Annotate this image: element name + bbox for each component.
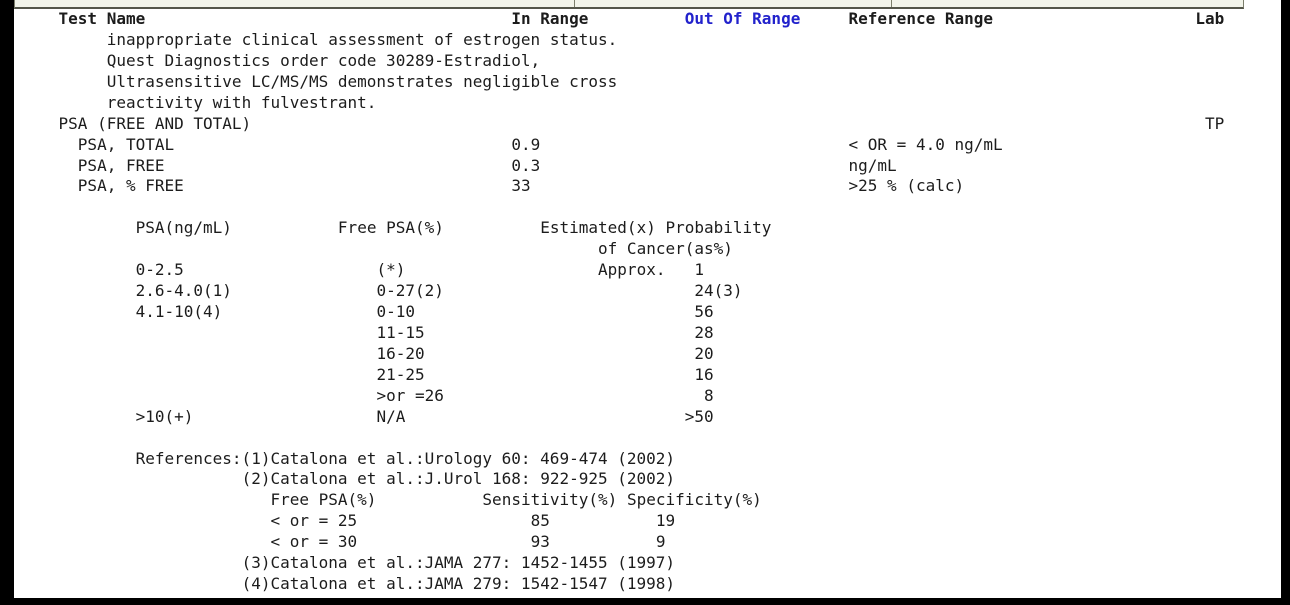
subtable-header-sensitivity: Sensitivity(%) [482,490,618,510]
probability-value: 16 [694,364,714,384]
result-value: 0.9 [511,134,541,154]
report-line: Free PSA(%) Sensitivity(%) Specificity(%) [20,489,1281,510]
result-value: 33 [511,176,531,196]
probability-value: 24(3) [694,281,743,301]
report-line: 4.1-10(4) 0-10 56 [20,301,1281,322]
free-psa-range: 0-27(2) [376,281,444,301]
report-line: 21-25 16 [20,364,1281,385]
comment-line: inappropriate clinical assessment of est… [106,29,618,49]
probability-value: 28 [694,322,714,342]
test-name: PSA, % FREE [77,176,184,196]
test-name: PSA, TOTAL [77,134,175,154]
report-line: >10(+) N/A >50 [20,406,1281,427]
free-psa-range: 21-25 [376,364,425,384]
comment-line: reactivity with fulvestrant. [106,92,377,112]
report-line: 0-2.5 (*) Approx. 1 [20,259,1281,280]
psa-range: 2.6-4.0(1) [135,281,232,301]
report-line: 11-15 28 [20,322,1281,343]
table-header-psa: PSA(ng/mL) [135,218,232,238]
cutoff-row-divider [891,0,892,7]
probability-value: 8 [704,385,714,405]
free-psa-range: N/A [376,406,406,426]
probability-value: >50 [684,406,714,426]
probability-label: Approx. [598,260,666,280]
reference-range: < OR = 4.0 ng/mL [848,134,1003,154]
table-header-free-psa: Free PSA(%) [337,218,444,238]
cutoff-row-strip [14,0,1244,9]
result-value: 0.3 [511,155,541,175]
subtable-specificity: 9 [655,532,666,552]
psa-range: 4.1-10(4) [135,302,223,322]
table-header-probability-2: of Cancer(as%) [598,239,733,259]
report-line: Ultrasensitive LC/MS/MS demonstrates neg… [20,71,1281,92]
probability-value: 20 [694,343,714,363]
subtable-header-specificity: Specificity(%) [626,490,762,510]
free-psa-range: 11-15 [376,322,425,342]
report-line: Quest Diagnostics order code 30289-Estra… [20,50,1281,71]
report-line: of Cancer(as%) [20,238,1281,259]
free-psa-range: >or =26 [376,385,444,405]
reference-citation: (2)Catalona et al.:J.Urol 168: 922-925 (… [241,469,676,489]
report-line: PSA (FREE AND TOTAL) TP [20,113,1281,134]
report-line [20,196,1281,217]
reference-range: >25 % (calc) [848,176,965,196]
subtable-specificity: 19 [655,511,676,531]
report-line: References:(1)Catalona et al.:Urology 60… [20,448,1281,469]
reference-range: ng/mL [848,155,897,175]
probability-value: 56 [694,302,714,322]
report-line: < or = 25 85 19 [20,510,1281,531]
col-header-test-name: Test Name [58,9,146,28]
col-header-in-range: In Range [511,9,589,28]
subtable-sensitivity: 93 [530,532,550,552]
subtable-free-psa: < or = 30 [270,532,358,552]
free-psa-range: 16-20 [376,343,425,363]
report-line: reactivity with fulvestrant. [20,92,1281,113]
report-line: (2)Catalona et al.:J.Urol 168: 922-925 (… [20,468,1281,489]
report-line [20,427,1281,448]
report-body: Test Name In Range Out Of Range Reference R… [20,0,1281,598]
report-line: 16-20 20 [20,343,1281,364]
col-header-out-of-range: Out Of Range [684,9,801,28]
report-line: (4)Catalona et al.:JAMA 279: 1542-1547 (… [20,573,1281,594]
reference-citation: References:(1)Catalona et al.:Urology 60… [135,448,676,468]
reference-citation: (4)Catalona et al.:JAMA 279: 1542-1547 (… [241,574,676,594]
cutoff-row-divider [574,0,575,7]
report-line: PSA, TOTAL 0.9 < OR = 4.0 ng/mL [20,134,1281,155]
report-line: Test Name In Range Out Of Range Reference R… [20,8,1281,29]
subtable-header-free-psa: Free PSA(%) [270,490,377,510]
psa-range: >10(+) [135,406,194,426]
report-line: PSA(ng/mL) Free PSA(%) Estimated(x) Probab… [20,217,1281,238]
report-line: PSA, % FREE 33 >25 % (calc) [20,175,1281,196]
col-header-lab: Lab [1195,9,1225,28]
test-name: PSA, FREE [77,155,165,175]
lab-code: TP [1204,113,1225,133]
report-line: PSA, FREE 0.3 ng/mL [20,155,1281,176]
free-psa-range: (*) [376,260,406,280]
psa-range: 0-2.5 [135,260,184,280]
subtable-free-psa: < or = 25 [270,511,358,531]
comment-line: Ultrasensitive LC/MS/MS demonstrates neg… [106,71,618,91]
comment-line: Quest Diagnostics order code 30289-Estra… [106,50,541,70]
table-header-probability: Estimated(x) Probability [540,218,772,238]
subtable-sensitivity: 85 [530,511,550,531]
col-header-reference-range: Reference Range [848,9,994,28]
free-psa-range: 0-10 [376,302,415,322]
report-line: < or = 30 93 9 [20,531,1281,552]
report-page: Test Name In Range Out Of Range Reference R… [14,0,1281,598]
probability-value: 1 [694,260,705,280]
report-line: >or =26 8 [20,385,1281,406]
report-line: (3)Catalona et al.:JAMA 277: 1452-1455 (… [20,552,1281,573]
report-line: inappropriate clinical assessment of est… [20,29,1281,50]
reference-citation: (3)Catalona et al.:JAMA 277: 1452-1455 (… [241,553,676,573]
panel-name: PSA (FREE AND TOTAL) [58,113,252,133]
report-line: 2.6-4.0(1) 0-27(2) 24(3) [20,280,1281,301]
